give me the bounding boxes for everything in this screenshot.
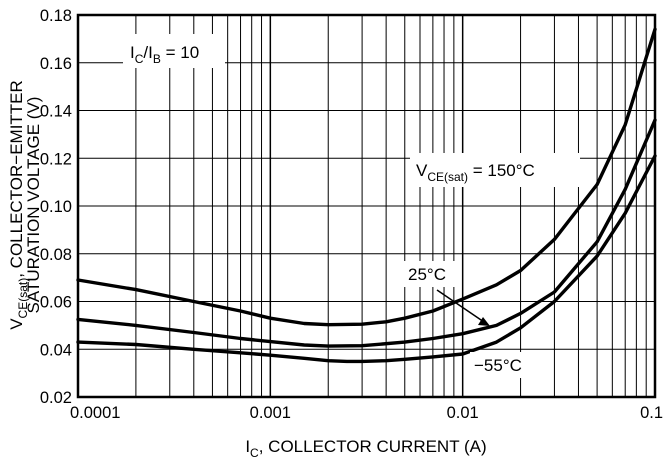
y-axis-title-line2: SATURATION VOLTAGE (V)	[24, 97, 43, 314]
arrow-25c-line	[436, 289, 485, 323]
y-tick-label: 0.08	[40, 246, 72, 264]
curves	[76, 27, 657, 364]
y-tick-label: 0.04	[40, 341, 72, 359]
label-m55c-bg	[470, 352, 536, 378]
y-axis-title-line1: VCE(sat), COLLECTOR−EMITTER	[7, 80, 30, 330]
y-tick-label: 0.16	[40, 55, 72, 73]
y-tick-label: 0.10	[40, 198, 72, 216]
y-tick-label: 0.12	[40, 150, 72, 168]
x-tick-label: 0.1	[640, 404, 663, 422]
x-axis-title: IC, COLLECTOR CURRENT (A)	[245, 437, 486, 460]
series-line-0	[76, 27, 657, 327]
x-tick-label: 0.01	[447, 404, 479, 422]
label-25c: 25°C	[408, 265, 446, 284]
grid	[78, 15, 655, 397]
series-line-2	[76, 154, 657, 364]
x-tick-label: 0.001	[250, 404, 291, 422]
y-tick-labels: 0.02 0.04 0.06 0.08 0.10 0.12 0.14 0.16 0.18	[40, 7, 72, 407]
ratio-annotation: IC/IB = 10	[130, 43, 199, 66]
label-25c-bg	[404, 261, 458, 287]
x-tick-label: 0.0001	[70, 404, 120, 422]
series-line-1	[76, 118, 657, 348]
ratio-label-bg	[123, 34, 225, 68]
x-tick-labels: 0.0001 0.001 0.01 0.1	[70, 404, 663, 422]
plot-frame	[76, 13, 657, 399]
label-150c-bg	[410, 153, 580, 187]
label-m55c: −55°C	[474, 356, 522, 375]
y-tick-label: 0.06	[40, 294, 72, 312]
y-axis-title: VCE(sat), COLLECTOR−EMITTER SATURATION V…	[7, 80, 43, 330]
label-150c: VCE(sat) = 150°C	[416, 161, 535, 184]
y-tick-label: 0.14	[40, 103, 72, 121]
arrow-25c-head	[478, 317, 490, 326]
annotations: IC/IB = 10 VCE(sat) = 150°C 25°C −55°C	[123, 34, 580, 378]
y-tick-label: 0.18	[40, 7, 72, 25]
y-tick-label: 0.02	[40, 389, 72, 407]
